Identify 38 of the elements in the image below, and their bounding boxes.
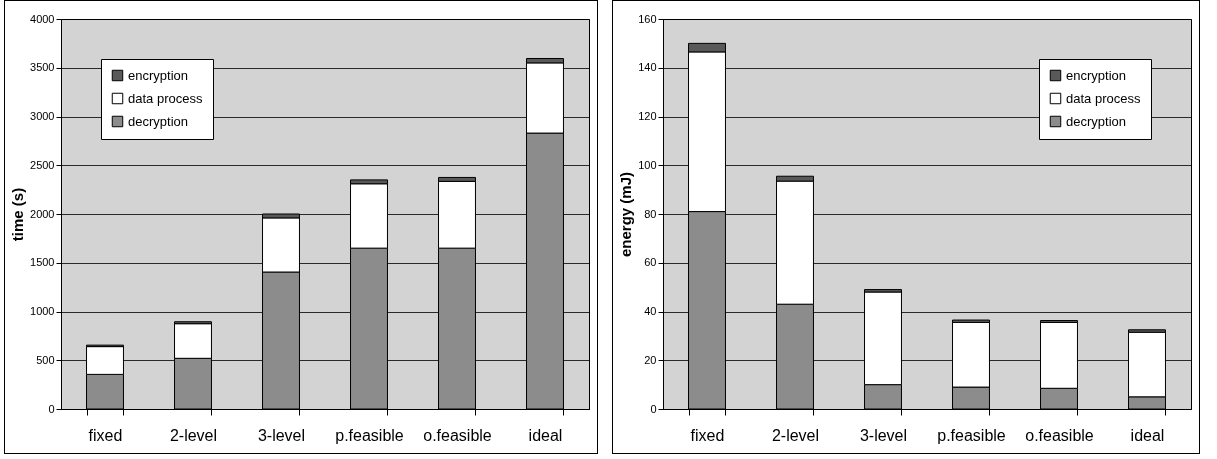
x-tick-label: fixed bbox=[88, 426, 123, 444]
x-tick-label: 3-level bbox=[859, 426, 908, 444]
y-tick-label: 40 bbox=[644, 305, 657, 317]
legend-label: decryption bbox=[128, 113, 188, 129]
x-tick-label: ideal bbox=[1130, 426, 1165, 444]
y-tick-label: 0 bbox=[48, 402, 55, 415]
y-tick-label: 1000 bbox=[30, 305, 55, 317]
y-tick-label: 20 bbox=[644, 353, 657, 366]
y-tick-label: 3500 bbox=[30, 61, 55, 74]
y-tick-label: 4000 bbox=[30, 12, 55, 25]
y-tick-label: 100 bbox=[638, 158, 657, 171]
y-tick-label: 120 bbox=[638, 110, 657, 122]
x-tick-label: 2-level bbox=[169, 426, 218, 444]
x-tick-label: 3-level bbox=[257, 426, 306, 444]
y-tick-label: 1500 bbox=[30, 256, 55, 269]
legend-label: encryption bbox=[128, 67, 188, 83]
legend-label: encryption bbox=[1066, 67, 1126, 83]
y-tick-label: 500 bbox=[36, 353, 55, 366]
x-tick-label: ideal bbox=[528, 426, 563, 444]
y-tick-label: 2000 bbox=[30, 207, 55, 220]
y-tick-label: 2500 bbox=[30, 158, 55, 171]
x-tick-label: p.feasible bbox=[335, 426, 404, 444]
x-tick-label: o.feasible bbox=[1025, 426, 1094, 444]
y-tick-label: 140 bbox=[638, 61, 657, 74]
x-tick-label: fixed bbox=[690, 426, 725, 444]
y-tick-label: 80 bbox=[644, 207, 657, 220]
y-axis-title: energy (mJ) bbox=[617, 171, 635, 258]
x-tick-label: p.feasible bbox=[937, 426, 1006, 444]
y-tick-label: 0 bbox=[650, 402, 657, 415]
x-tick-label: 2-level bbox=[771, 426, 820, 444]
legend-label: data process bbox=[1066, 90, 1141, 106]
x-tick-label: o.feasible bbox=[423, 426, 492, 444]
legend-label: decryption bbox=[1066, 113, 1126, 129]
y-tick-label: 160 bbox=[638, 12, 657, 25]
y-axis-title: time (s) bbox=[9, 187, 27, 242]
legend-label: data process bbox=[128, 90, 203, 106]
y-tick-label: 3000 bbox=[30, 110, 55, 122]
y-tick-label: 60 bbox=[644, 256, 657, 269]
